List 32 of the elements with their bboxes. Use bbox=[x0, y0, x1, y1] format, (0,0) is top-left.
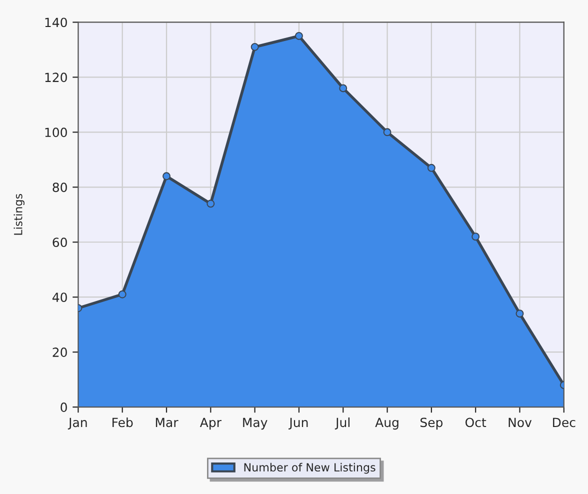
y-axis-title: Listings bbox=[14, 194, 24, 235]
y-tick-label: 120 bbox=[45, 72, 67, 82]
point bbox=[162, 172, 171, 180]
x-tick-label: Jul bbox=[334, 417, 350, 430]
point bbox=[427, 164, 436, 172]
x-tick-label: Dec bbox=[553, 418, 576, 428]
point bbox=[206, 200, 215, 208]
point bbox=[383, 128, 392, 136]
y-tick-label: 60 bbox=[52, 238, 67, 248]
x-tick-label: Feb bbox=[112, 417, 133, 428]
point bbox=[516, 310, 524, 318]
y-tick-label: 80 bbox=[52, 182, 67, 192]
legend-label: Number of New Listings bbox=[244, 462, 376, 474]
x-tick-label: Mar bbox=[156, 418, 178, 428]
y-tick-label: 0 bbox=[60, 402, 67, 412]
point bbox=[339, 84, 348, 92]
x-tick-label: Oct bbox=[465, 418, 486, 428]
x-tick-label: May bbox=[243, 418, 268, 430]
point bbox=[472, 232, 480, 241]
y-tick-label: 20 bbox=[52, 348, 67, 358]
x-tick-label: Nov bbox=[508, 418, 532, 428]
y-tick-label: 40 bbox=[52, 292, 67, 302]
x-tick-label: Jan bbox=[68, 418, 87, 430]
x-tick-label: Apr bbox=[200, 418, 222, 430]
point bbox=[250, 42, 259, 51]
x-tick-label: Aug bbox=[375, 418, 398, 430]
x-tick-label: Jun bbox=[288, 418, 308, 430]
y-tick-label: 140 bbox=[45, 18, 67, 28]
x-tick-label: Sep bbox=[420, 418, 443, 430]
point bbox=[118, 290, 126, 298]
y-tick-label: 100 bbox=[45, 128, 67, 138]
point bbox=[294, 32, 303, 40]
